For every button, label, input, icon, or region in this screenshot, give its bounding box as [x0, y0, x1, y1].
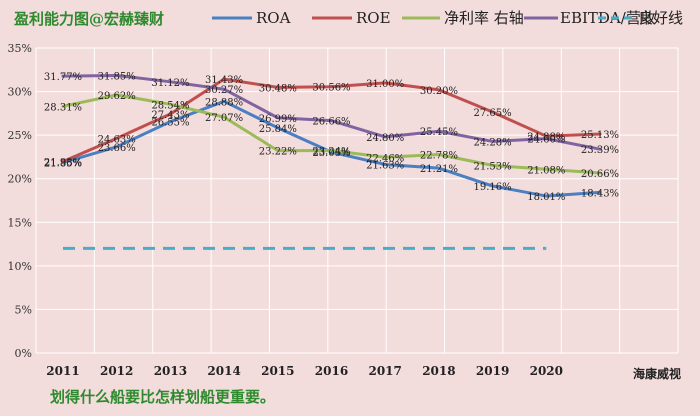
- data-label-net-margin: 22.78%: [420, 150, 458, 161]
- data-label-ebitda: 31.77%: [44, 72, 82, 83]
- data-label-roe: 24.63%: [98, 134, 136, 145]
- data-label-net-margin: 21.53%: [474, 161, 512, 172]
- series-line-ebitda: [61, 73, 602, 151]
- legend-label-benchmark: 良好线: [638, 9, 683, 27]
- y-tick-label: 15%: [8, 216, 32, 229]
- data-label-ebitda: 24.60%: [527, 135, 565, 146]
- data-label-ebitda: 30.27%: [205, 85, 243, 96]
- data-label-roe: 27.43%: [151, 110, 189, 121]
- data-label-roe: 30.56%: [312, 83, 350, 94]
- data-label-roe: 30.48%: [259, 83, 297, 94]
- data-label-net-margin: 28.31%: [44, 102, 82, 113]
- data-label-ebitda: 23.39%: [581, 145, 619, 156]
- series-line-net-margin: [61, 93, 602, 175]
- y-tick-label: 25%: [8, 129, 32, 142]
- legend-label-net-margin: 净利率 右轴: [444, 9, 524, 27]
- data-label-roa: 28.88%: [205, 97, 243, 108]
- data-label-ebitda: 26.99%: [259, 114, 297, 125]
- data-label-roa: 23.05%: [312, 148, 350, 159]
- x-tick-label: 2016: [315, 364, 348, 378]
- legend-label-ebitda: EBITDA/营收: [560, 9, 656, 27]
- data-label-roe: 21.98%: [44, 157, 82, 168]
- data-label-ebitda: 24.80%: [366, 133, 404, 144]
- y-tick-label: 20%: [8, 173, 32, 186]
- data-label-roa: 21.21%: [420, 164, 458, 175]
- y-tick-label: 0%: [15, 347, 32, 360]
- data-label-roe: 25.13%: [581, 130, 619, 141]
- data-label-net-margin: 20.66%: [581, 169, 619, 180]
- data-label-roa: 21.63%: [366, 161, 404, 172]
- x-tick-label: 2018: [422, 364, 455, 378]
- y-tick-label: 5%: [15, 303, 32, 316]
- footer-caption: 划得什么船要比怎样划船更重要。: [50, 388, 275, 406]
- data-label-net-margin: 22.46%: [366, 153, 404, 164]
- data-label-roe: 30.20%: [420, 86, 458, 97]
- data-label-roa: 19.16%: [474, 182, 512, 193]
- data-label-ebitda: 24.28%: [474, 137, 512, 148]
- x-tick-label: 2019: [476, 364, 509, 378]
- data-label-ebitda: 25.45%: [420, 127, 458, 138]
- data-label-net-margin: 29.62%: [98, 91, 136, 102]
- data-label-ebitda: 26.66%: [312, 117, 350, 128]
- x-tick-label: 2012: [100, 364, 133, 378]
- data-label-roa: 18.01%: [527, 192, 565, 203]
- legend-label-roe: ROE: [356, 9, 391, 27]
- data-label-roe: 27.65%: [474, 108, 512, 119]
- company-name: 海康威视: [633, 366, 681, 381]
- series-line-roe: [61, 77, 602, 163]
- data-label-net-margin: 21.08%: [527, 165, 565, 176]
- data-label-net-margin: 23.22%: [259, 147, 297, 158]
- data-label-roe: 31.00%: [366, 79, 404, 90]
- x-tick-label: 2013: [154, 364, 187, 378]
- legend: ROA ROE 净利率 右轴 EBITDA/营收 良好线: [212, 9, 683, 27]
- x-tick-label: 2020: [530, 364, 563, 378]
- data-label-ebitda: 31.12%: [151, 78, 189, 89]
- y-tick-label: 10%: [8, 260, 32, 273]
- data-label-net-margin: 23.24%: [312, 146, 350, 157]
- data-label-net-margin: 28.54%: [151, 100, 189, 111]
- chart-title: 盈利能力图@宏赫臻财: [13, 10, 164, 28]
- x-tick-label: 2011: [46, 364, 79, 378]
- data-label-roa: 25.84%: [259, 124, 297, 135]
- plot-area: 0% 5% 10% 15% 20% 25% 30% 35% 2011 2012 2013 2014 20…: [8, 42, 679, 378]
- data-label-net-margin: 27.07%: [205, 113, 243, 124]
- x-tick-label: 2015: [261, 364, 294, 378]
- data-label-roa: 21.85%: [44, 159, 82, 170]
- data-label-roe: 24.88%: [527, 132, 565, 143]
- data-label-roe: 31.43%: [205, 75, 243, 86]
- data-label-ebitda: 31.85%: [98, 71, 136, 82]
- data-label-roa: 18.43%: [581, 188, 619, 199]
- data-label-roa: 23.66%: [98, 143, 136, 154]
- legend-label-roa: ROA: [256, 9, 291, 27]
- series-line-roa: [61, 99, 602, 198]
- data-label-roa: 26.55%: [151, 118, 189, 129]
- y-tick-label: 35%: [8, 42, 32, 55]
- x-tick-label: 2017: [368, 364, 401, 378]
- x-tick-label: 2014: [207, 364, 240, 378]
- y-tick-label: 30%: [8, 86, 32, 99]
